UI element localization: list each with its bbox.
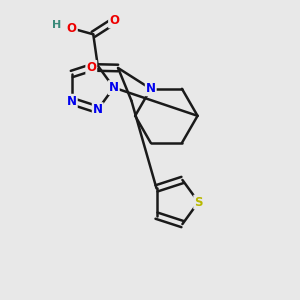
- Text: N: N: [109, 81, 119, 94]
- Text: H: H: [52, 20, 62, 30]
- Text: S: S: [194, 196, 203, 208]
- Text: O: O: [109, 14, 119, 28]
- Text: N: N: [67, 95, 77, 108]
- Text: O: O: [86, 61, 96, 74]
- Text: N: N: [146, 82, 156, 95]
- Text: N: N: [93, 103, 103, 116]
- Text: O: O: [67, 22, 77, 35]
